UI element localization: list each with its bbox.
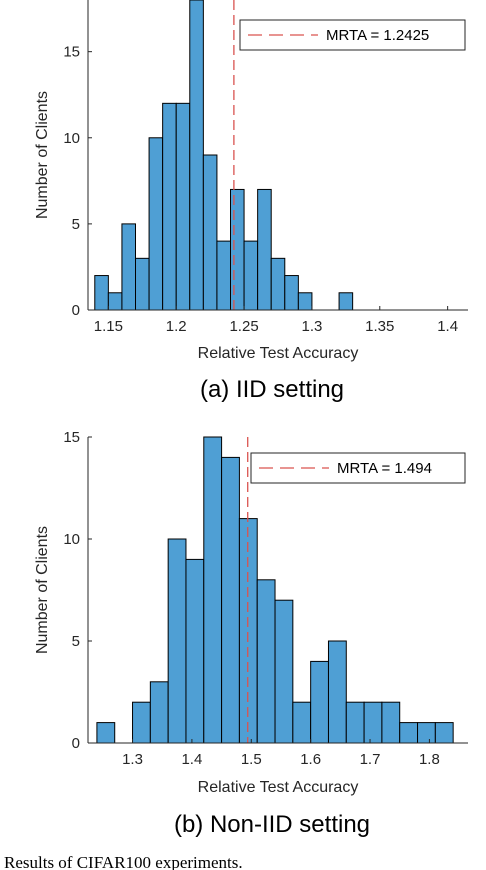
y-tick-label: 15 [63,429,80,446]
histogram-non-iid: 1.3 1.4 1.5 1.6 1.7 1.8 0 5 10 15 Relative Test Ac… [34,429,468,838]
x-tick-label: 1.3 [301,318,322,335]
x-tick-label: 1.3 [122,751,143,768]
histogram-bar [292,701,312,744]
histogram-bar [221,456,240,744]
legend-label: MRTA = 1.494 [337,460,432,477]
histogram-bar [327,640,347,744]
histogram-bar [310,660,329,744]
histogram-bar [338,292,354,311]
histogram-bar [230,188,245,311]
histogram-bar [203,436,223,744]
histogram-bar [363,701,383,744]
histogram-bar [434,722,454,744]
histogram-bar [96,722,116,744]
histogram-bar [107,292,123,311]
histogram-bar [189,0,204,311]
x-tick-label: 1.4 [181,751,202,768]
x-tick-label: 1.25 [229,318,258,335]
histogram-bar [417,722,436,744]
histogram-bar [284,275,299,311]
y-tick-label: 5 [72,216,80,233]
histogram-bar [132,701,151,744]
x-tick-label: 1.6 [300,751,321,768]
histogram-bar [121,223,137,311]
x-axis-label: Relative Test Accuracy [198,345,359,362]
x-tick-label: 1.7 [360,751,381,768]
histogram-bar [381,701,401,744]
histogram-iid: 1.15 1.2 1.25 1.3 1.35 1.4 0 5 10 15 Relative Test… [34,0,468,403]
histogram-bar [274,599,294,744]
y-axis-label: Number of Clients [34,526,51,654]
histogram-bar [399,722,419,744]
legend-label: MRTA = 1.2425 [326,27,429,44]
histogram-bar [175,102,191,311]
y-tick-label: 10 [63,531,80,548]
y-tick-label: 10 [63,130,80,147]
histogram-bar [202,154,218,311]
histogram-bar [167,538,187,744]
x-tick-label: 1.15 [94,318,123,335]
subplot-caption: (a) IID setting [200,376,344,403]
histogram-bar [243,240,259,311]
histogram-bar [185,558,205,744]
x-axis-label: Relative Test Accuracy [198,779,359,796]
subplot-caption: (b) Non-IID setting [174,811,370,838]
histogram-bar [345,701,365,744]
y-tick-label: 0 [72,302,80,319]
histogram-bar [135,257,150,311]
histogram-bar [256,579,276,744]
histogram-bar [257,188,272,311]
y-tick-label: 15 [63,44,80,61]
y-tick-label: 0 [72,735,80,752]
y-axis-label: Number of Clients [34,91,51,219]
histogram-bar [94,275,109,311]
histogram-bar [216,240,232,311]
histogram-bar [162,102,177,311]
histogram-bar [148,137,164,311]
y-tick-label: 5 [72,633,80,650]
x-tick-label: 1.5 [241,751,262,768]
x-tick-label: 1.8 [419,751,440,768]
histogram-bar [297,292,313,311]
histogram-bar [270,257,286,311]
figure-caption: Results of CIFAR100 experiments. [4,853,243,870]
x-tick-label: 1.35 [365,318,394,335]
histogram-bar [149,681,169,744]
x-tick-label: 1.4 [437,318,458,335]
x-tick-label: 1.2 [166,318,187,335]
